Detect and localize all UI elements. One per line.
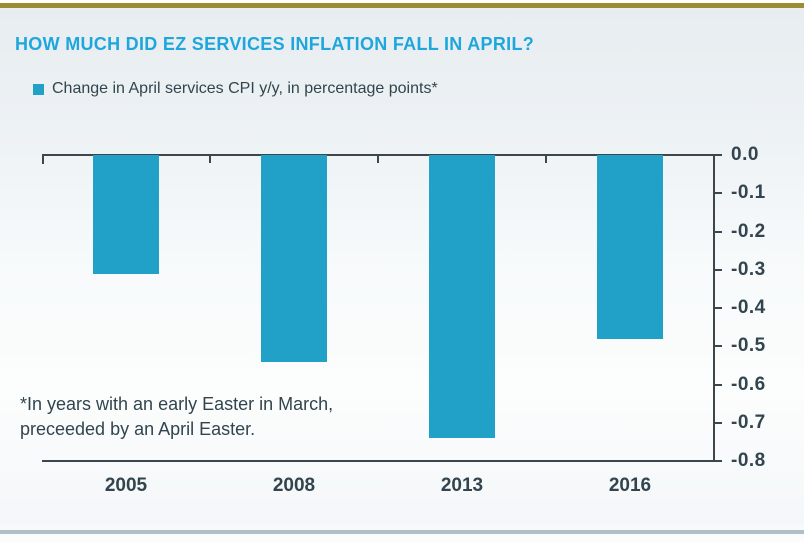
x-label-2016: 2016: [608, 475, 652, 496]
y-tick-label: -0.8: [731, 450, 766, 471]
y-tick-label: -0.2: [731, 221, 766, 242]
bar-2016: [597, 155, 663, 339]
y-axis-tick: [714, 422, 722, 424]
x-label-2005: 2005: [104, 475, 148, 496]
chart-footnote: *In years with an early Easter in March,…: [20, 392, 400, 442]
y-tick-label: -0.7: [731, 412, 766, 433]
bottom-divider: [0, 530, 804, 534]
bar-2005: [93, 155, 159, 274]
y-axis-tick: [714, 231, 722, 233]
y-axis-tick: [714, 307, 722, 309]
y-tick-label: 0.0: [731, 144, 759, 165]
plot-bottom-axis: [42, 460, 722, 462]
category-boundary-tick: [545, 155, 547, 163]
y-tick-label: -0.4: [731, 297, 766, 318]
y-tick-label: -0.6: [731, 374, 766, 395]
bar-2013: [429, 155, 495, 438]
y-axis-tick: [714, 192, 722, 194]
y-axis-tick: [714, 345, 722, 347]
footnote-line-2: preceeded by an April Easter.: [20, 418, 256, 439]
chart-legend: Change in April services CPI y/y, in per…: [33, 80, 773, 100]
bar-2008: [261, 155, 327, 362]
page-title: HOW MUCH DID EZ SERVICES INFLATION FALL …: [15, 34, 535, 54]
x-label-2008: 2008: [272, 475, 316, 496]
category-boundary-tick: [377, 155, 379, 163]
legend-marker-icon: [33, 84, 44, 95]
legend-label: Change in April services CPI y/y, in per…: [52, 80, 438, 97]
footnote-line-1: *In years with an early Easter in March,: [20, 394, 334, 414]
y-axis-tick: [714, 269, 722, 271]
y-tick-label: -0.5: [731, 335, 766, 356]
plot-top-axis: [42, 154, 722, 156]
axis-left-end-cap: [42, 155, 44, 164]
x-label-2013: 2013: [440, 475, 484, 496]
y-tick-label: -0.1: [731, 182, 766, 203]
category-boundary-tick: [209, 155, 211, 163]
y-axis-tick: [714, 384, 722, 386]
y-tick-label: -0.3: [731, 259, 766, 280]
top-gold-rule: [0, 3, 804, 8]
